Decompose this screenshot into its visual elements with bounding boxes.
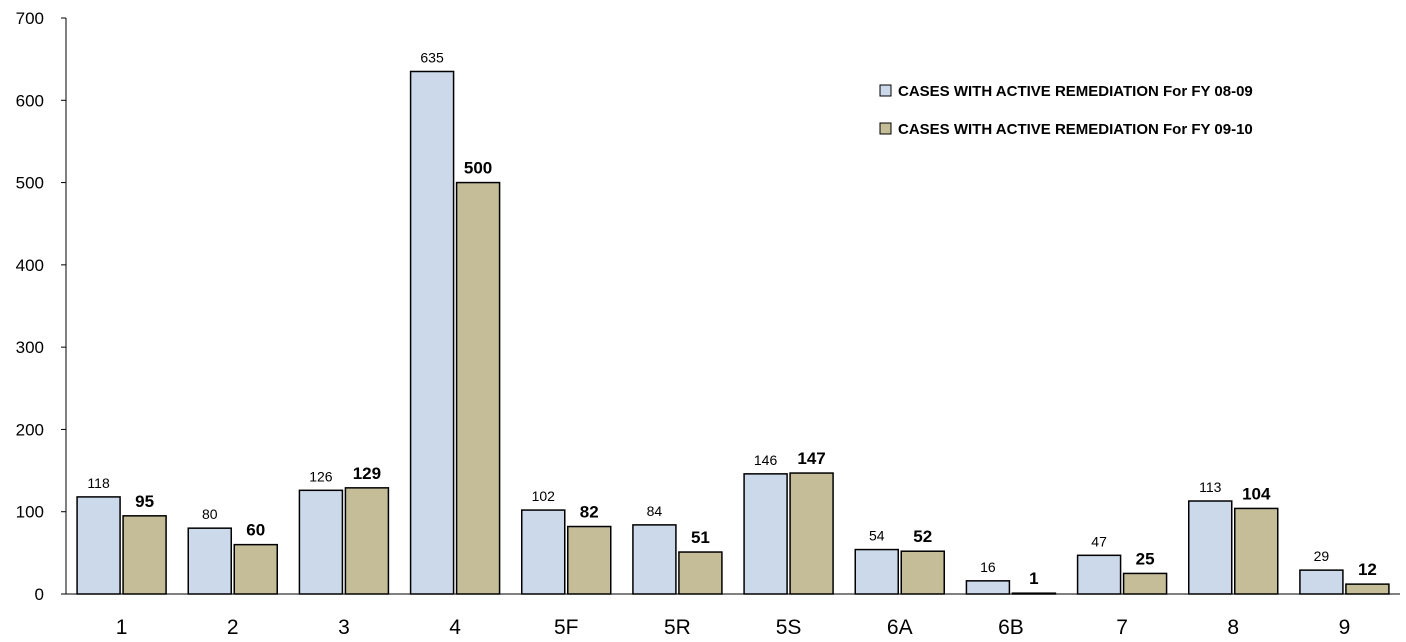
y-tick-label: 200 (16, 420, 44, 439)
legend-label-series-2: CASES WITH ACTIVE REMEDIATION For FY 09-… (898, 121, 1253, 138)
data-label-1-series-1: 118 (87, 475, 110, 491)
x-tick-label: 8 (1227, 616, 1239, 639)
x-tick-label: 5F (554, 616, 579, 639)
bar-3-series-2 (344, 487, 390, 595)
y-tick-label: 0 (35, 585, 44, 604)
bar-1-series-1 (76, 496, 121, 595)
data-label-6B-series-1: 16 (980, 559, 996, 575)
data-label-6B-series-2: 1 (1029, 569, 1038, 588)
x-tick-label: 9 (1339, 616, 1351, 639)
x-tick-label: 6B (998, 616, 1024, 639)
x-tick-label: 4 (449, 616, 461, 639)
data-label-4-series-2: 500 (464, 159, 492, 178)
bar-4-series-2 (455, 181, 501, 595)
data-label-7-series-2: 25 (1136, 549, 1155, 568)
bar-2-series-2 (233, 543, 278, 595)
y-tick-label: 300 (16, 338, 44, 357)
data-label-8-series-2: 104 (1242, 484, 1271, 503)
legend-swatch-series-2 (879, 122, 892, 135)
data-label-8-series-1: 113 (1199, 479, 1222, 495)
bar-6A-series-2 (900, 550, 945, 595)
x-tick-label: 5S (776, 616, 802, 639)
data-label-5F-series-2: 82 (580, 503, 599, 522)
data-label-3-series-1: 126 (309, 468, 333, 484)
legend: CASES WITH ACTIVE REMEDIATION For FY 08-… (879, 83, 1253, 138)
data-label-5F-series-1: 102 (532, 488, 556, 504)
bar-1-series-2 (122, 515, 167, 595)
bar-6A-series-1 (854, 548, 899, 595)
x-tick-label: 5R (664, 616, 691, 639)
bar-7-series-1 (1076, 554, 1122, 595)
bar-9-series-2 (1345, 583, 1390, 595)
data-label-6A-series-1: 54 (869, 528, 885, 544)
data-label-9-series-2: 12 (1358, 560, 1377, 579)
bar-7-series-2 (1122, 572, 1168, 595)
bar-9-series-1 (1299, 569, 1344, 595)
x-tick-label: 6A (887, 616, 913, 639)
data-label-5S-series-1: 146 (754, 452, 778, 468)
data-label-7-series-1: 47 (1091, 533, 1107, 549)
bar-2-series-1 (187, 527, 232, 595)
bar-5F-series-2 (567, 525, 612, 595)
x-tick-label: 1 (116, 616, 128, 639)
data-label-5R-series-2: 51 (691, 528, 710, 547)
data-label-6A-series-2: 52 (913, 527, 932, 546)
bar-8-series-2 (1234, 507, 1279, 595)
data-label-2-series-1: 80 (202, 506, 218, 522)
data-label-3-series-2: 129 (353, 464, 381, 483)
data-label-1-series-2: 95 (135, 492, 154, 511)
bars (76, 70, 1390, 595)
data-label-5S-series-2: 147 (797, 449, 825, 468)
bar-5S-series-2 (789, 472, 834, 595)
x-tick-label: 2 (227, 616, 239, 639)
bar-4-series-1 (409, 70, 455, 595)
bar-5R-series-1 (632, 524, 677, 595)
y-tick-label: 400 (16, 256, 44, 275)
bar-8-series-1 (1188, 500, 1233, 595)
y-axis-ticks: 0 100 200 300 400 500 600 700 (16, 9, 66, 604)
legend-swatch-series-1 (879, 84, 892, 97)
x-tick-label: 7 (1116, 616, 1128, 639)
y-tick-label: 700 (16, 9, 44, 28)
legend-label-series-1: CASES WITH ACTIVE REMEDIATION For FY 08-… (898, 83, 1253, 100)
data-label-9-series-1: 29 (1314, 548, 1330, 564)
data-label-5R-series-1: 84 (647, 503, 663, 519)
bar-6B-series-1 (965, 580, 1011, 595)
data-label-4-series-1: 635 (420, 49, 444, 65)
x-axis-ticks: 1 2 3 4 5F 5R 5S 6A 6B 7 8 9 (116, 616, 1351, 639)
bar-5R-series-2 (678, 551, 723, 595)
data-label-2-series-2: 60 (246, 521, 265, 540)
bar-5F-series-1 (521, 509, 566, 595)
y-tick-label: 100 (16, 503, 44, 522)
x-tick-label: 3 (338, 616, 350, 639)
bar-3-series-1 (298, 489, 344, 595)
y-tick-label: 500 (16, 174, 44, 193)
bar-5S-series-1 (743, 473, 788, 595)
y-tick-label: 600 (16, 91, 44, 110)
